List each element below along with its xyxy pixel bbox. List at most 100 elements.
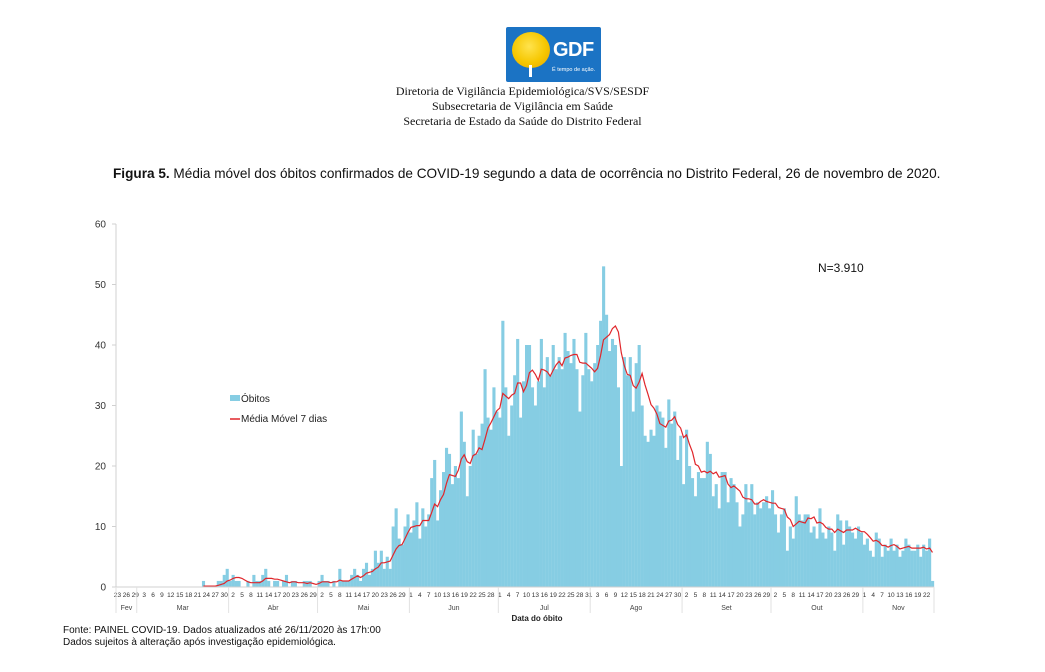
x-tick-label: 11 [345, 592, 352, 599]
bar-obitos [367, 574, 372, 587]
x-axis-label: Data do óbito [511, 614, 562, 623]
bar-obitos [779, 514, 783, 587]
bar-obitos [886, 550, 890, 587]
x-tick-label: 7 [880, 592, 884, 599]
org-line-1: Diretoria de Vigilância Epidemiológica/S… [395, 84, 650, 98]
x-tick-label: 9 [614, 592, 618, 599]
month-label: Mar [177, 605, 190, 612]
y-tick-label: 50 [95, 280, 107, 291]
bar-obitos [877, 538, 881, 587]
x-tick-label: 17 [274, 592, 282, 599]
bar-obitos [762, 502, 766, 587]
x-tick-label: 5 [329, 592, 333, 599]
bar-obitos [450, 484, 455, 587]
x-tick-label: 7 [516, 592, 520, 599]
x-tick-label: 12 [167, 592, 175, 599]
bar-obitos [714, 484, 718, 587]
bar-obitos [812, 526, 816, 587]
x-tick-label: 29 [852, 592, 860, 599]
bar-obitos [228, 580, 232, 587]
x-tick-label: 16 [905, 592, 913, 599]
bar-obitos [566, 351, 570, 587]
bar-obitos [747, 502, 751, 587]
bar-obitos [510, 405, 514, 587]
bar-obitos [293, 580, 297, 587]
bar-obitos [679, 435, 683, 587]
x-tick-label: 2 [231, 592, 235, 599]
x-tick-label: 11 [799, 592, 806, 599]
bar-obitos [308, 580, 312, 587]
x-tick-label: 27 [665, 592, 673, 599]
bar-obitos [201, 580, 206, 587]
bar-obitos [797, 514, 801, 587]
bar-obitos [338, 568, 342, 587]
bar-obitos [507, 435, 511, 587]
bar-obitos [539, 338, 543, 587]
x-tick-label: 13 [532, 592, 540, 599]
bar-obitos [827, 526, 831, 587]
bar-obitos [741, 514, 745, 587]
bar-obitos [776, 532, 781, 587]
bar-obitos [388, 568, 392, 587]
bar-obitos [281, 580, 286, 587]
bar-obitos [575, 369, 579, 587]
bar-obitos [631, 411, 635, 587]
bar-obitos [720, 472, 724, 587]
bar-obitos [284, 574, 289, 587]
bar-obitos [667, 399, 671, 587]
bar-obitos [492, 387, 496, 587]
bar-obitos [607, 351, 612, 587]
x-tick-label: 29 [763, 592, 771, 599]
legend-label-obitos: Óbitos [241, 392, 270, 405]
x-tick-label: 18 [185, 592, 193, 599]
bar-obitos [605, 314, 609, 587]
bar-obitos [483, 369, 487, 587]
bar-obitos [853, 538, 858, 587]
bar-obitos [842, 544, 846, 587]
bar-obitos [856, 526, 861, 587]
x-tick-label: 29 [132, 592, 140, 599]
footer-note: Dados sujeitos à alteração após investig… [63, 637, 336, 648]
bar-obitos [361, 568, 366, 587]
bar-obitos [628, 357, 632, 587]
bar-obitos [931, 580, 935, 587]
bar-obitos [477, 435, 481, 587]
logo-text: GDF [553, 39, 594, 61]
bar-obitos [898, 556, 902, 587]
bar-obitos [599, 320, 603, 587]
bar-obitos [385, 556, 389, 587]
bar-obitos [444, 447, 449, 587]
bar-obitos [916, 544, 920, 587]
bar-obitos [928, 538, 932, 587]
month-label: Jun [448, 605, 459, 612]
x-tick-label: 8 [702, 592, 706, 599]
bar-obitos [794, 496, 798, 587]
bar-obitos [824, 538, 828, 587]
bar-obitos [216, 580, 220, 587]
x-tick-label: 14 [718, 592, 726, 599]
x-tick-label: 1 [863, 592, 867, 599]
bar-obitos [773, 514, 778, 587]
bar-obitos [560, 369, 564, 587]
x-tick-label: 14 [265, 592, 273, 599]
y-axis: 0 10 20 30 40 50 60 [95, 220, 117, 594]
bar-obitos [661, 417, 665, 587]
x-tick-label: 2 [685, 592, 689, 599]
x-tick-label: 25 [567, 592, 575, 599]
bar-obitos [803, 514, 807, 587]
x-tick-label: 24 [656, 592, 664, 599]
bar-obitos [750, 484, 754, 587]
x-tick-label: 16 [452, 592, 460, 599]
x-tick-label: 19 [550, 592, 558, 599]
bar-obitos [326, 580, 330, 587]
bar-obitos [498, 417, 502, 587]
bar-obitos [542, 387, 546, 587]
bar-obitos [708, 453, 712, 587]
bar-obitos [486, 417, 490, 587]
bar-obitos [744, 484, 748, 587]
bar-obitos [913, 550, 917, 587]
bar-obitos [258, 580, 262, 587]
ipe-tree-icon [512, 32, 550, 68]
bar-obitos [904, 538, 908, 587]
